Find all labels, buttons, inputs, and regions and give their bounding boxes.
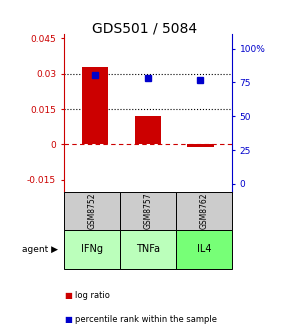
Text: agent ▶: agent ▶: [22, 245, 58, 254]
Text: GSM8752: GSM8752: [87, 193, 96, 229]
Text: GSM8762: GSM8762: [200, 193, 209, 229]
Text: ■: ■: [64, 315, 72, 324]
Text: TNFa: TNFa: [136, 245, 160, 254]
Text: GDS501 / 5084: GDS501 / 5084: [93, 22, 197, 36]
Text: GSM8757: GSM8757: [143, 193, 153, 229]
Text: ■: ■: [64, 291, 72, 300]
Text: percentile rank within the sample: percentile rank within the sample: [75, 315, 218, 324]
Bar: [135, 116, 161, 144]
Text: IL4: IL4: [197, 245, 211, 254]
Bar: [82, 67, 108, 144]
Text: log ratio: log ratio: [75, 291, 110, 300]
Text: IFNg: IFNg: [81, 245, 103, 254]
Bar: [187, 144, 214, 147]
